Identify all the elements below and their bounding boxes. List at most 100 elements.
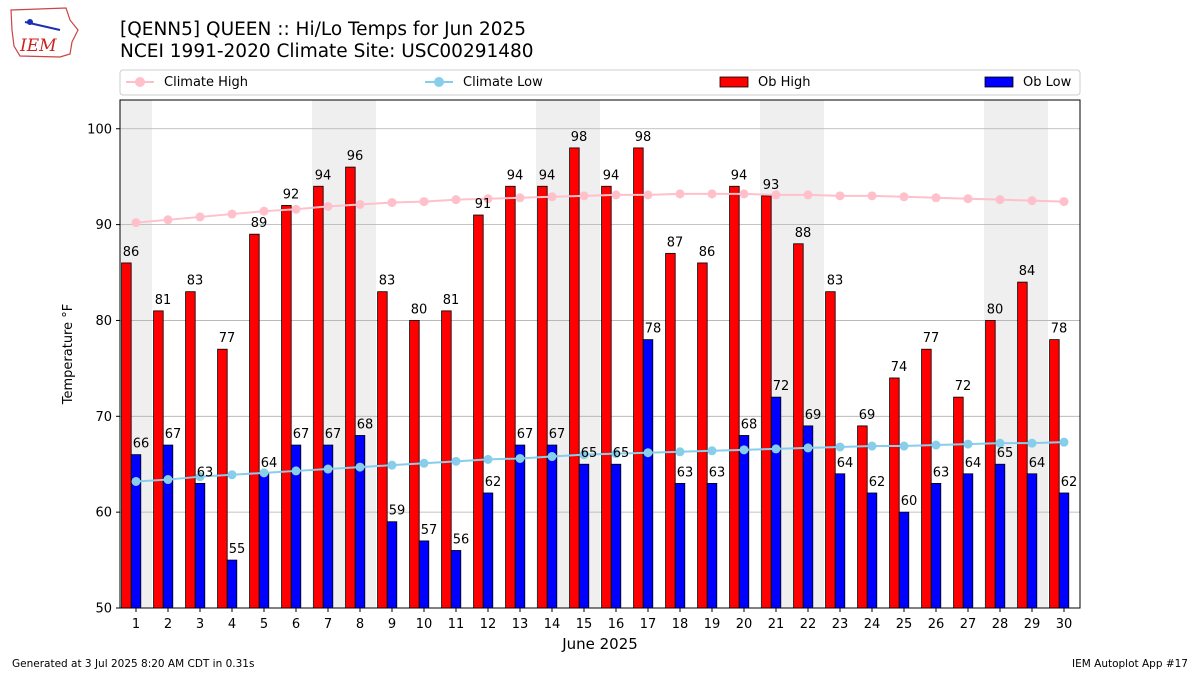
footer-app: IEM Autoplot App #17 [1072,658,1188,670]
y-tick-label-60: 60 [95,506,112,521]
bar-ob-low-25 [898,511,910,609]
label-ob-low-13: 67 [517,427,534,442]
label-ob-high-21: 93 [763,178,780,193]
label-ob-low-26: 63 [933,465,950,480]
legend-label: Ob Low [1023,75,1072,90]
point-climate-low-30 [1059,437,1069,447]
bar-ob-low-24 [866,492,878,609]
bar-ob-high-16 [601,185,612,609]
point-climate-high-13 [515,193,525,203]
label-ob-high-16: 94 [603,168,620,183]
label-ob-high-18: 87 [667,235,684,250]
line-climate-low [135,441,1065,483]
x-tick-label-7: 7 [324,617,332,632]
label-ob-low-30: 62 [1061,475,1078,490]
point-climate-low-2 [163,475,173,485]
iem-logo: IEM [10,7,79,58]
point-climate-low-7 [323,464,333,474]
bar-ob-low-20 [738,435,750,609]
label-ob-low-11: 56 [453,532,470,547]
point-climate-high-22 [803,190,813,200]
label-ob-high-28: 80 [987,302,1004,317]
point-climate-low-5 [259,468,269,478]
x-tick-label-21: 21 [768,617,785,632]
point-climate-high-26 [931,193,941,203]
bar-ob-low-15 [578,463,590,609]
label-ob-high-17: 98 [635,130,652,145]
x-tick-label-3: 3 [196,617,204,632]
bar-ob-low-10 [418,540,430,609]
x-tick-label-1: 1 [132,617,140,632]
bar-ob-high-12 [473,214,484,609]
label-ob-low-17: 78 [645,322,662,337]
x-tick-label-13: 13 [512,617,529,632]
label-ob-low-25: 60 [901,494,918,509]
x-tick-label-29: 29 [1024,617,1041,632]
point-climate-low-15 [579,450,589,460]
bar-ob-high-11 [441,310,452,609]
y-tick-label-80: 80 [95,314,112,329]
label-ob-high-10: 80 [411,302,428,317]
bar-ob-high-19 [697,262,708,609]
point-climate-high-7 [323,201,333,211]
bar-ob-high-30 [1049,339,1060,609]
bar-ob-high-1 [121,262,132,609]
bar-ob-high-6 [281,205,292,609]
bar-ob-low-5 [258,473,270,609]
legend-item-ob-low: Ob Low [984,75,1072,90]
label-ob-low-15: 65 [581,446,598,461]
legend-label: Climate High [164,75,248,90]
label-ob-high-4: 77 [219,331,236,346]
legend-climate-high-marker [135,77,145,87]
label-ob-low-2: 67 [165,427,182,442]
chart-title: [QENN5] QUEEN :: Hi/Lo Temps for Jun 202… [120,19,526,40]
point-climate-high-24 [867,191,877,201]
bar-ob-low-14 [546,444,558,609]
label-ob-low-19: 63 [709,465,726,480]
bar-ob-low-26 [930,482,942,609]
climate-lines [131,189,1069,486]
point-climate-high-10 [419,197,429,207]
bar-ob-high-4 [217,348,228,609]
point-climate-low-18 [675,447,685,457]
bar-ob-high-15 [569,147,580,609]
point-climate-high-17 [643,190,653,200]
y-tick-label-70: 70 [95,410,112,425]
label-ob-high-27: 72 [955,379,972,394]
bar-ob-low-28 [994,463,1006,609]
label-ob-low-21: 72 [773,379,790,394]
bar-ob-low-13 [514,444,526,609]
label-ob-high-26: 77 [923,331,940,346]
x-tick-label-4: 4 [228,617,236,632]
bar-ob-high-3 [185,291,196,609]
bar-ob-high-28 [985,320,996,609]
y-tick-label-50: 50 [95,602,112,617]
label-ob-low-24: 62 [869,475,886,490]
point-climate-low-14 [547,452,557,462]
point-climate-high-6 [291,204,301,214]
x-tick-label-11: 11 [448,617,465,632]
label-ob-low-14: 67 [549,427,566,442]
x-tick-label-22: 22 [800,617,817,632]
point-climate-low-3 [195,472,205,482]
bar-ob-low-29 [1026,473,1038,609]
x-tick-label-23: 23 [832,617,849,632]
label-ob-low-8: 68 [357,417,374,432]
point-climate-high-16 [611,190,621,200]
bars [121,147,1070,609]
point-climate-low-24 [867,441,877,451]
label-ob-high-29: 84 [1019,264,1036,279]
bar-ob-high-29 [1017,281,1028,609]
point-climate-low-11 [451,456,461,466]
x-tick-label-5: 5 [260,617,268,632]
point-climate-low-17 [643,448,653,458]
label-ob-high-5: 89 [251,216,268,231]
point-climate-high-3 [195,212,205,222]
label-ob-high-14: 94 [539,168,556,183]
bar-ob-low-4 [226,559,238,609]
bar-ob-low-11 [450,550,462,609]
x-tick-label-17: 17 [640,617,657,632]
label-ob-low-20: 68 [741,417,758,432]
point-climate-high-19 [707,189,717,199]
